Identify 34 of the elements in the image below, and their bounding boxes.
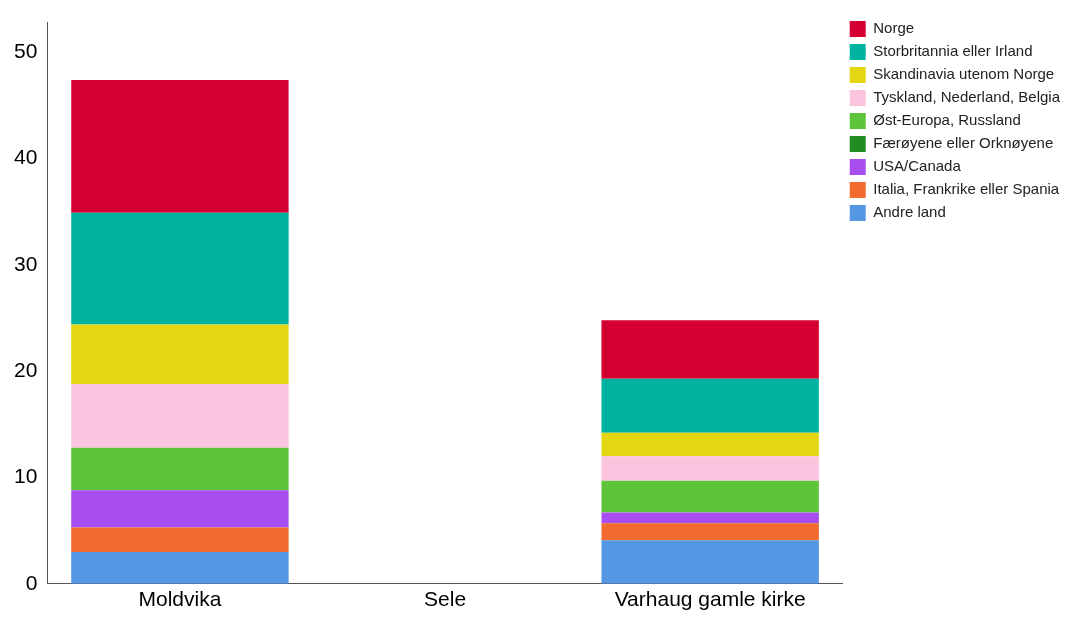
bar: [71, 212, 289, 325]
bar: [71, 80, 289, 213]
legend-label: Øst-Europa, Russland: [873, 111, 1021, 129]
legend-label: USA/Canada: [873, 157, 962, 175]
y-tick-label: 40: [14, 145, 38, 169]
bar: [601, 540, 819, 584]
bar: [71, 324, 289, 384]
y-tick-label: 0: [25, 570, 38, 594]
bar: [601, 432, 819, 457]
bar: [71, 527, 289, 552]
legend-label: Færøyene eller Orknøyene: [873, 134, 1054, 152]
x-tick-label: Varhaug gamle kirke: [614, 587, 806, 611]
legend-label: Italia, Frankrike eller Spania: [873, 180, 1060, 198]
bar: [71, 490, 289, 528]
bar: [601, 456, 819, 481]
y-tick-label: 30: [14, 251, 38, 275]
y-tick-label: 50: [14, 39, 38, 63]
bar: [71, 383, 289, 448]
legend-label: Tyskland, Nederland, Belgia: [873, 88, 1061, 106]
legend-label: Storbritannia eller Irland: [873, 42, 1033, 60]
bar: [601, 512, 819, 524]
legend-label: Norge: [873, 19, 915, 37]
y-tick-label: 10: [14, 464, 38, 488]
bar: [601, 523, 819, 541]
x-tick-label: Moldvika: [138, 587, 222, 611]
legend-label: Skandinavia utenom Norge: [873, 65, 1055, 83]
bar: [71, 447, 289, 491]
bar: [601, 378, 819, 433]
bar: [601, 320, 819, 379]
bar: [601, 480, 819, 513]
y-tick-label: 20: [14, 358, 38, 382]
x-tick-label: Sele: [424, 587, 467, 611]
legend-label: Andre land: [873, 203, 946, 221]
bar: [71, 551, 289, 584]
